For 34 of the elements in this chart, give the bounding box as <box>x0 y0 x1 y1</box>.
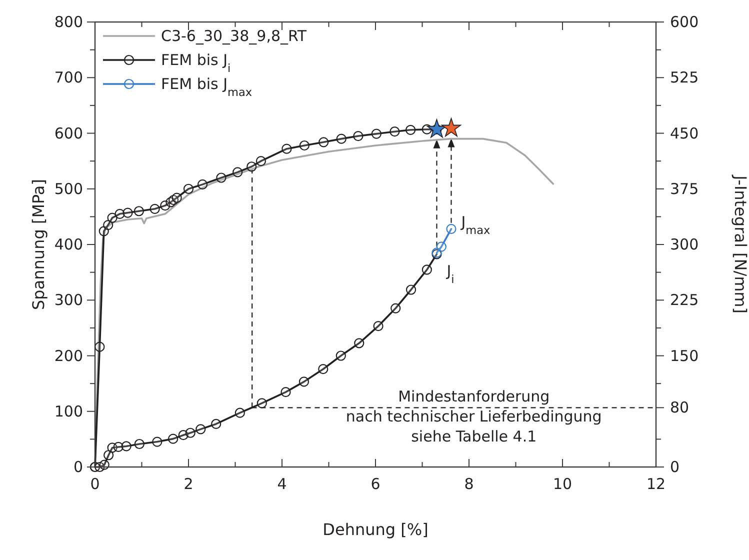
x-tick-label: 0 <box>90 475 100 493</box>
y2-tick-label: 80 <box>670 398 690 417</box>
y2-tick-label: 225 <box>670 291 699 310</box>
y2-axis-title: J-Integral [N/mm] <box>731 174 749 314</box>
x-tick-label: 6 <box>370 475 380 493</box>
x-tick-label: 2 <box>184 475 194 493</box>
y-tick-label: 100 <box>54 402 83 420</box>
y-tick-label: 400 <box>54 236 83 254</box>
annotation: J$_{i}$ <box>446 262 454 286</box>
y2-tick-label: 450 <box>670 124 699 142</box>
ref-line-label: Mindestanforderung nach technischer Lieferbedingung siehe Tabelle 4.1 <box>346 388 602 446</box>
y2-tick-label: 150 <box>670 346 699 365</box>
y-tick-label: 500 <box>54 180 83 198</box>
legend-label: C3-6_30_38_9,8_RT <box>161 27 308 45</box>
x-tick-label: 12 <box>646 475 666 493</box>
annotation: J$_{max}$ <box>460 212 491 236</box>
y-tick-label: 700 <box>54 68 83 87</box>
y2-tick-label: 375 <box>670 180 699 198</box>
y-tick-label: 300 <box>54 291 83 310</box>
x-tick-label: 8 <box>464 475 474 493</box>
y-axis-title: Spannung [MPa] <box>29 179 48 310</box>
x-tick-label: 10 <box>552 475 572 493</box>
y-tick-label: 0 <box>73 458 83 476</box>
x-axis-title: Dehnung [%] <box>322 520 428 539</box>
y2-tick-label: 525 <box>670 68 699 87</box>
y2-tick-label: 0 <box>670 458 680 476</box>
y2-tick-label: 300 <box>670 236 699 254</box>
y-tick-label: 800 <box>54 13 83 31</box>
y2-tick-label: 600 <box>670 13 699 31</box>
legend-label: FEM bis J$_{max}$ <box>161 75 252 98</box>
legend-label: FEM bis J$_{i}$ <box>161 51 231 74</box>
y-tick-label: 600 <box>54 124 83 142</box>
y-tick-label: 200 <box>54 346 83 365</box>
x-tick-label: 4 <box>277 475 287 493</box>
